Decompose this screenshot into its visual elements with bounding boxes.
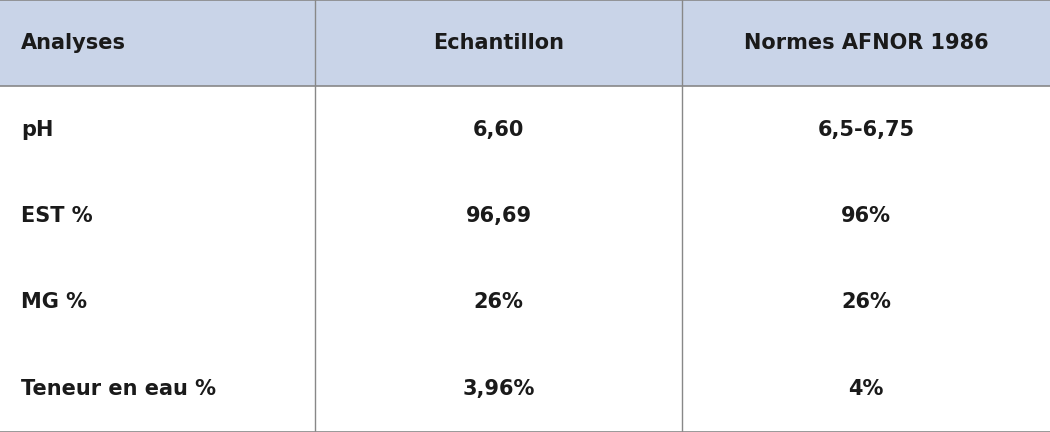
Text: Echantillon: Echantillon <box>434 33 564 53</box>
Text: 3,96%: 3,96% <box>463 379 534 399</box>
Text: 26%: 26% <box>474 292 524 312</box>
Text: Teneur en eau %: Teneur en eau % <box>21 379 216 399</box>
FancyBboxPatch shape <box>0 173 315 259</box>
Text: 6,5-6,75: 6,5-6,75 <box>818 120 915 140</box>
FancyBboxPatch shape <box>0 86 315 173</box>
Text: 6,60: 6,60 <box>474 120 524 140</box>
FancyBboxPatch shape <box>682 259 1050 346</box>
Text: 26%: 26% <box>841 292 891 312</box>
Text: pH: pH <box>21 120 54 140</box>
Text: 4%: 4% <box>848 379 884 399</box>
FancyBboxPatch shape <box>682 173 1050 259</box>
Text: EST %: EST % <box>21 206 92 226</box>
Text: Normes AFNOR 1986: Normes AFNOR 1986 <box>744 33 988 53</box>
FancyBboxPatch shape <box>315 346 682 432</box>
FancyBboxPatch shape <box>0 259 315 346</box>
FancyBboxPatch shape <box>315 259 682 346</box>
FancyBboxPatch shape <box>315 0 682 86</box>
FancyBboxPatch shape <box>315 173 682 259</box>
FancyBboxPatch shape <box>0 0 315 86</box>
Text: MG %: MG % <box>21 292 87 312</box>
FancyBboxPatch shape <box>682 86 1050 173</box>
Text: 96,69: 96,69 <box>466 206 531 226</box>
FancyBboxPatch shape <box>0 346 315 432</box>
FancyBboxPatch shape <box>315 86 682 173</box>
Text: Analyses: Analyses <box>21 33 126 53</box>
FancyBboxPatch shape <box>682 0 1050 86</box>
Text: 96%: 96% <box>841 206 891 226</box>
FancyBboxPatch shape <box>682 346 1050 432</box>
